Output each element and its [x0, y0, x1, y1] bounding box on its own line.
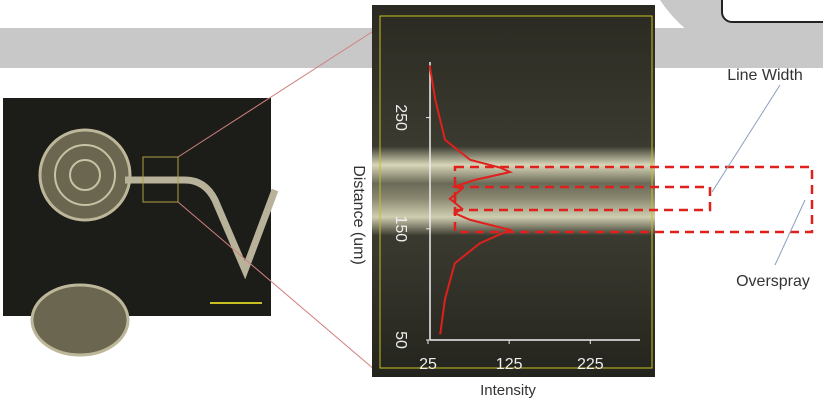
zoom-image	[372, 5, 655, 377]
annotation: Line Width	[727, 67, 803, 84]
y-tick-label: 50	[392, 331, 409, 349]
top-box	[722, 0, 823, 22]
y-tick-label: 150	[392, 215, 409, 242]
micrograph	[3, 98, 271, 316]
x-tick-label: 225	[577, 356, 604, 373]
x-tick-label: 25	[419, 356, 437, 373]
figure: Line Width Overspray Intensity Distance …	[0, 0, 823, 402]
annotation: Overspray	[736, 273, 810, 290]
x-tick-label: 125	[496, 356, 523, 373]
pad	[40, 130, 130, 220]
pad	[32, 285, 128, 355]
y-axis-label: Distance (um)	[350, 165, 367, 265]
y-tick-label: 250	[392, 104, 409, 131]
pointer	[712, 85, 780, 192]
x-axis-label: Intensity	[480, 382, 536, 399]
